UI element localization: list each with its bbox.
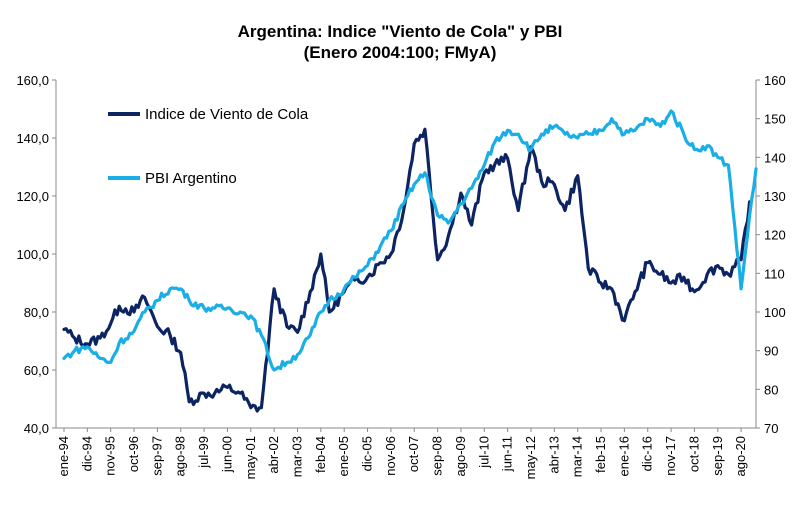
x-tick-label: ago-09	[453, 436, 468, 476]
x-tick-label: ene-16	[616, 436, 631, 476]
chart-subtitle: (Enero 2004:100; FMyA)	[303, 43, 497, 62]
x-tick-label: dic-05	[360, 436, 375, 471]
x-tick-label: nov-95	[103, 436, 118, 476]
y-left-tick-label: 60,0	[24, 363, 49, 378]
series-line-pbi-argentino	[62, 109, 758, 372]
y-left-tick-label: 100,0	[16, 247, 49, 262]
x-tick-label: oct-96	[126, 436, 141, 472]
y-right-tick-label: 80	[764, 382, 778, 397]
y-right-tick-label: 100	[764, 305, 786, 320]
x-tick-label: oct-18	[686, 436, 701, 472]
x-tick-label: jul-10	[476, 436, 491, 469]
x-tick-label: nov-06	[383, 436, 398, 476]
x-tick-label: mar-03	[289, 436, 304, 477]
legend-label-viento: Indice de Viento de Cola	[145, 106, 309, 123]
axes-layer: 40,0 60,0 80,0 100,0 120,0 140,0 160,0 70 80 90 10…	[16, 73, 785, 479]
x-tick-label: abr-02	[266, 436, 281, 474]
x-tick-label: sep-08	[430, 436, 445, 476]
x-tick-label: oct-07	[406, 436, 421, 472]
legend: Indice de Viento de Cola PBI Argentino	[108, 106, 309, 187]
x-tick-label: may-01	[243, 436, 258, 479]
y-left-tick-label: 40,0	[24, 421, 49, 436]
x-tick-label: mar-14	[570, 436, 585, 477]
chart-title: Argentina: Indice "Viento de Cola" y PBI	[237, 22, 563, 41]
x-tick-label: nov-17	[663, 436, 678, 476]
y-left-tick-label: 120,0	[16, 189, 49, 204]
x-tick-label: ene-94	[56, 436, 71, 476]
y-right-tick-label: 90	[764, 344, 778, 359]
x-tick-label: dic-16	[640, 436, 655, 471]
series-line-viento-de-cola	[62, 127, 752, 413]
x-tick-label: dic-94	[79, 436, 94, 471]
x-tick-label: sep-19	[710, 436, 725, 476]
x-tick-label: ago-20	[733, 436, 748, 476]
y-left-tick-label: 140,0	[16, 131, 49, 146]
y-right-tick-label: 150	[764, 112, 786, 127]
legend-label-pbi: PBI Argentino	[145, 170, 237, 187]
x-tick-label: jul-99	[196, 436, 211, 469]
series-layer	[62, 109, 758, 413]
x-tick-label: may-12	[523, 436, 538, 479]
x-tick-label: ene-05	[336, 436, 351, 476]
x-tick-label: abr-13	[546, 436, 561, 474]
y-left-tick-label: 160,0	[16, 73, 49, 88]
y-right-tick-label: 130	[764, 189, 786, 204]
x-tick-label: feb-04	[313, 436, 328, 473]
x-tick-label: jun-11	[500, 436, 515, 472]
y-right-tick-label: 160	[764, 73, 786, 88]
x-tick-label: sep-97	[149, 436, 164, 476]
y-right-tick-label: 70	[764, 421, 778, 436]
x-tick-label: ago-98	[173, 436, 188, 476]
y-right-tick-label: 110	[764, 266, 785, 281]
y-left-tick-label: 80,0	[24, 305, 49, 320]
y-right-tick-label: 140	[764, 150, 786, 165]
x-tick-label: feb-15	[593, 436, 608, 473]
y-right-tick-label: 120	[764, 228, 786, 243]
x-tick-label: jun-00	[219, 436, 234, 473]
